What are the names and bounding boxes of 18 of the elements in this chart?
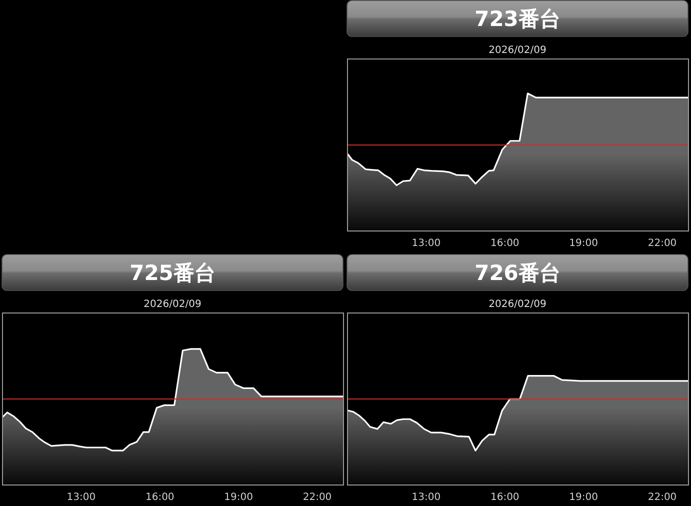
chart-title: 723番台 — [474, 7, 560, 31]
x-tick-label: 16:00 — [145, 492, 174, 503]
x-tick-label: 16:00 — [490, 492, 520, 503]
chart-subtitle: 2026/02/09 — [488, 299, 546, 310]
x-tick-label: 22:00 — [648, 238, 677, 249]
chart-title: 725番台 — [130, 261, 216, 285]
x-tick-label: 19:00 — [224, 492, 253, 503]
x-tick-label: 13:00 — [412, 238, 441, 249]
x-tick-label: 16:00 — [490, 238, 520, 249]
x-tick-label: 13:00 — [412, 492, 441, 503]
chart-title: 726番台 — [474, 261, 560, 285]
x-tick-label: 19:00 — [569, 492, 598, 503]
x-tick-label: 22:00 — [648, 492, 677, 503]
x-tick-label: 19:00 — [569, 238, 598, 249]
chart-subtitle: 2026/02/09 — [144, 299, 202, 310]
x-tick-label: 13:00 — [66, 492, 96, 503]
x-tick-label: 22:00 — [302, 492, 332, 503]
chart-subtitle: 2026/02/09 — [488, 45, 546, 56]
